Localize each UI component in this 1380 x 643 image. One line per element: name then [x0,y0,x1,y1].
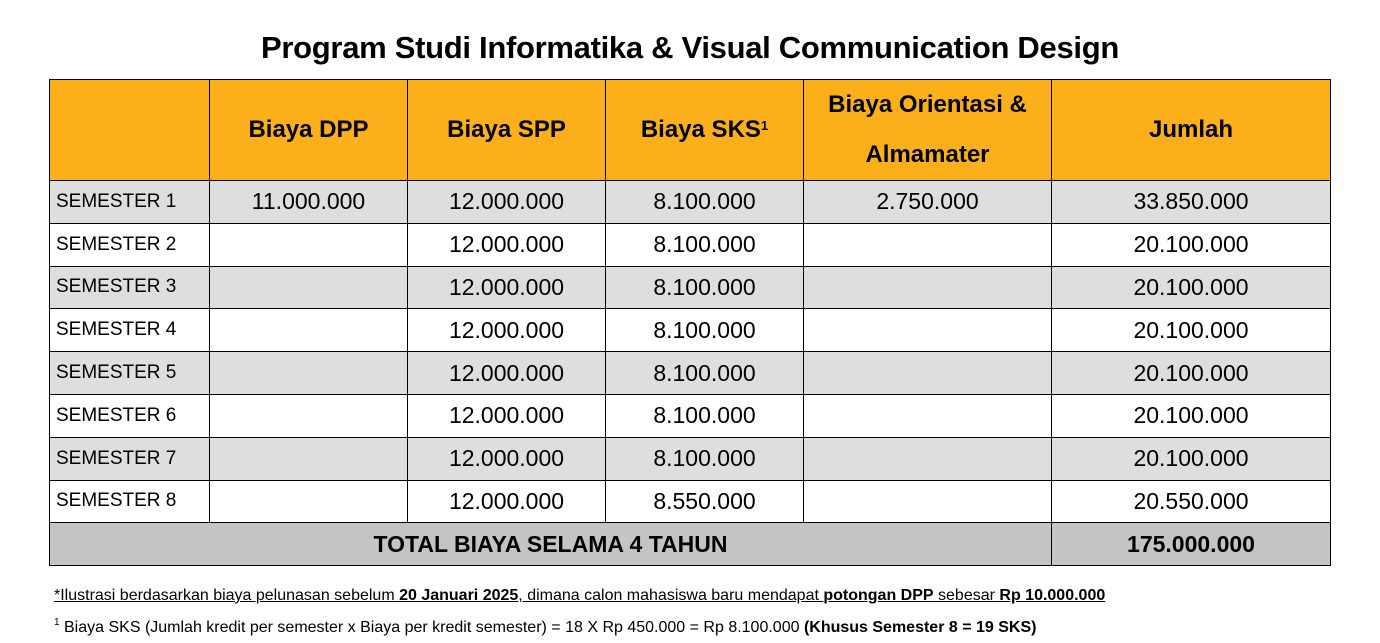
header-blank [49,79,210,181]
cell-sks: 8.550.000 [605,479,804,524]
cell-spp: 12.000.000 [407,351,606,395]
cell-sks: 8.100.000 [605,436,804,481]
cell-jumlah: 20.100.000 [1051,265,1331,310]
cell-spp: 12.000.000 [407,393,606,438]
cell-semester: SEMESTER 8 [49,479,210,524]
total-value: 175.000.000 [1051,522,1331,567]
cell-orientasi [803,393,1052,438]
cell-sks: 8.100.000 [605,393,804,438]
table-row: SEMESTER 5 12.000.000 8.100.000 20.100.000 [49,351,1331,395]
cell-spp: 12.000.000 [407,436,606,481]
note2-text: Biaya SKS (Jumlah kredit per semester x … [59,619,804,636]
footnote-sks: 1 Biaya SKS (Jumlah kredit per semester … [54,617,1037,637]
table-row: SEMESTER 1 11.000.000 12.000.000 8.100.000 2… [49,180,1331,224]
cell-sks: 8.100.000 [605,351,804,395]
cell-semester: SEMESTER 3 [49,265,210,310]
cell-jumlah: 20.100.000 [1051,308,1331,353]
cell-dpp [209,479,408,524]
cell-dpp [209,308,408,353]
note1-text-3: sebesar [933,587,1000,604]
fee-table: Biaya DPP Biaya SPP Biaya SKS1 Biaya Ori… [49,79,1331,567]
cell-orientasi [803,479,1052,524]
cell-semester: SEMESTER 1 [49,180,210,224]
cell-jumlah: 20.100.000 [1051,351,1331,395]
page-title: Program Studi Informatika & Visual Commu… [261,30,1119,65]
cell-semester: SEMESTER 7 [49,436,210,481]
header-jumlah: Jumlah [1051,79,1331,181]
cell-dpp: 11.000.000 [209,180,408,224]
total-label: TOTAL BIAYA SELAMA 4 TAHUN [49,522,1052,567]
total-row: TOTAL BIAYA SELAMA 4 TAHUN 175.000.000 [49,522,1331,567]
cell-jumlah: 33.850.000 [1051,180,1331,224]
cell-spp: 12.000.000 [407,180,606,224]
cell-jumlah: 20.550.000 [1051,479,1331,524]
header-spp: Biaya SPP [407,79,606,181]
table-row: SEMESTER 4 12.000.000 8.100.000 20.100.000 [49,308,1331,353]
cell-dpp [209,265,408,310]
cell-spp: 12.000.000 [407,479,606,524]
cell-orientasi [803,351,1052,395]
cell-orientasi [803,222,1052,267]
footnote-illustration: *Ilustrasi berdasarkan biaya pelunasan s… [54,587,1105,605]
cell-sks: 8.100.000 [605,265,804,310]
note2-special: (Khusus Semester 8 = 19 SKS) [803,619,1037,636]
table-row: SEMESTER 6 12.000.000 8.100.000 20.100.000 [49,393,1331,438]
cell-orientasi [803,308,1052,353]
cell-sks: 8.100.000 [605,222,804,267]
note1-text-1: *Ilustrasi berdasarkan biaya pelunasan s… [54,587,400,604]
note1-discount: potongan DPP [823,587,934,604]
table-header-row: Biaya DPP Biaya SPP Biaya SKS1 Biaya Ori… [49,79,1331,181]
header-orientasi: Biaya Orientasi & Almamater [803,79,1052,181]
cell-jumlah: 20.100.000 [1051,436,1331,481]
cell-orientasi: 2.750.000 [803,180,1052,224]
cell-orientasi [803,436,1052,481]
table-row: SEMESTER 7 12.000.000 8.100.000 20.100.000 [49,436,1331,481]
header-sks-label: Biaya SKS [640,116,761,143]
cell-spp: 12.000.000 [407,265,606,310]
footnote-marker: 1 [760,118,769,133]
cell-spp: 12.000.000 [407,222,606,267]
cell-dpp [209,222,408,267]
cell-semester: SEMESTER 4 [49,308,210,353]
cell-dpp [209,393,408,438]
table-row: SEMESTER 2 12.000.000 8.100.000 20.100.000 [49,222,1331,267]
header-sks: Biaya SKS1 [605,79,804,181]
cell-semester: SEMESTER 2 [49,222,210,267]
cell-sks: 8.100.000 [605,308,804,353]
cell-semester: SEMESTER 6 [49,393,210,438]
table-row: SEMESTER 3 12.000.000 8.100.000 20.100.000 [49,265,1331,310]
cell-semester: SEMESTER 5 [49,351,210,395]
cell-dpp [209,436,408,481]
cell-orientasi [803,265,1052,310]
footnote-sks-marker: 1 [54,617,60,628]
cell-spp: 12.000.000 [407,308,606,353]
cell-sks: 8.100.000 [605,180,804,224]
cell-jumlah: 20.100.000 [1051,222,1331,267]
cell-jumlah: 20.100.000 [1051,393,1331,438]
table-row: SEMESTER 8 12.000.000 8.550.000 20.550.000 [49,479,1331,524]
note1-amount: Rp 10.000.000 [999,587,1106,604]
note1-text-2: , dimana calon mahasiswa baru mendapat [518,587,824,604]
cell-dpp [209,351,408,395]
note1-date: 20 Januari 2025 [399,587,519,604]
header-dpp: Biaya DPP [209,79,408,181]
